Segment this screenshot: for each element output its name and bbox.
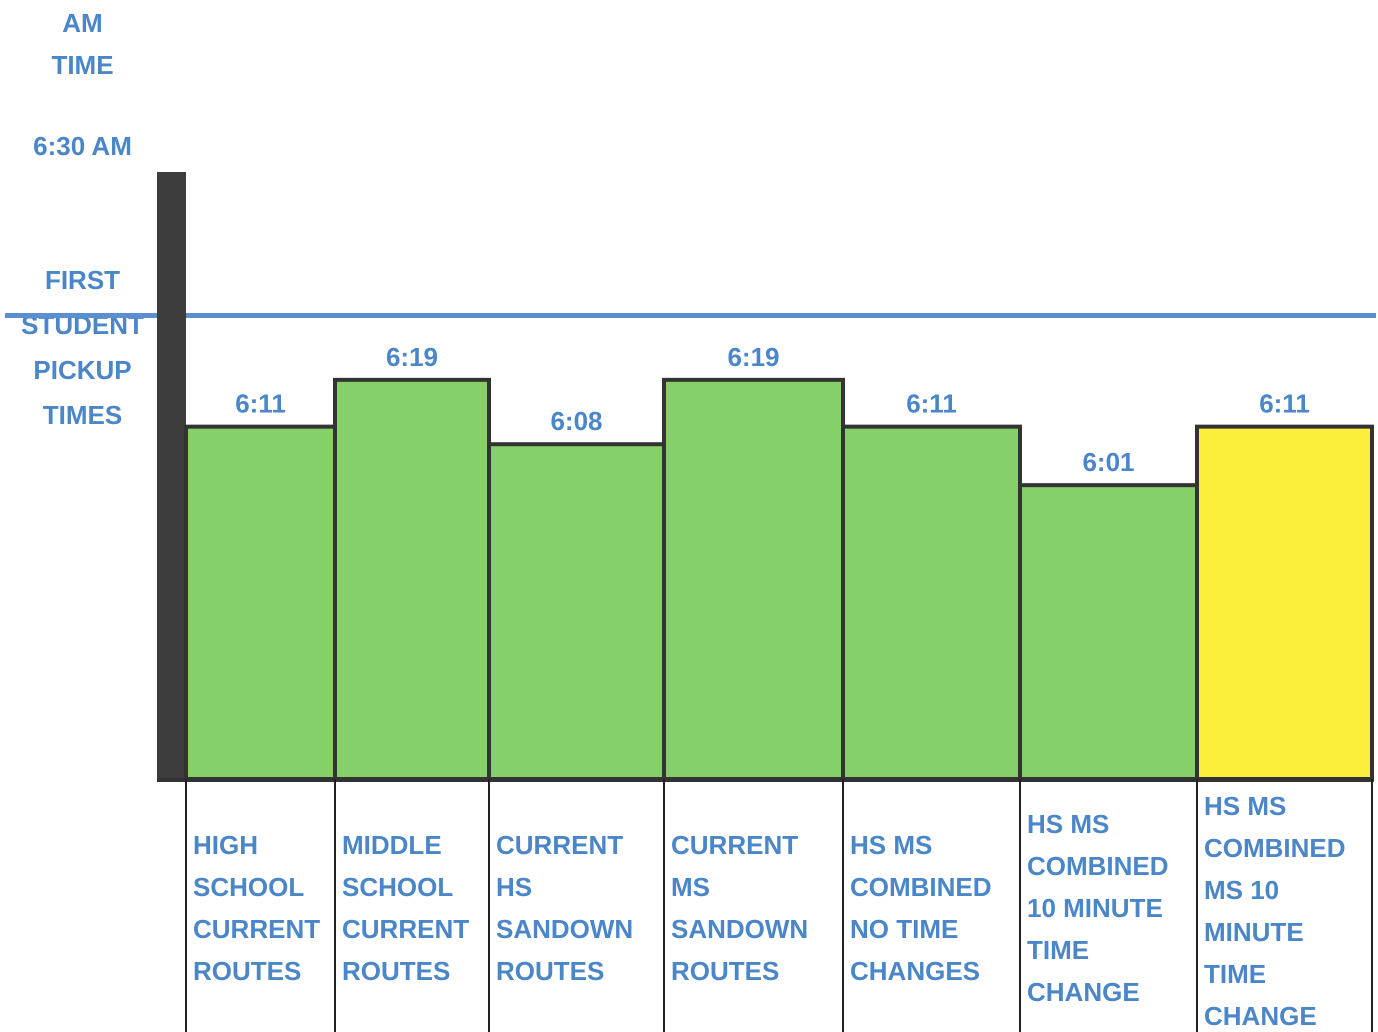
category-label-line: MINUTE xyxy=(1204,917,1304,947)
category-label: MIDDLE SCHOOL CURRENT ROUTES xyxy=(336,783,488,1032)
y-axis-line xyxy=(157,172,186,781)
category-label-line: CHANGES xyxy=(850,955,981,986)
category-label-line: ROUTES xyxy=(496,955,605,986)
bar-value-label: 6:19 xyxy=(727,342,779,372)
category-label-line: CURRENT xyxy=(342,913,470,944)
bar xyxy=(1195,424,1374,781)
category-label-line: ROUTES xyxy=(193,955,302,986)
category-label-line: CHANGE xyxy=(1204,1001,1317,1031)
category-label-line: SANDOWN xyxy=(671,913,809,944)
category-label-line: NO TIME xyxy=(850,913,959,944)
category-label-line: ROUTES xyxy=(671,955,780,986)
y-axis-label-line: FIRST xyxy=(44,265,121,295)
category-label: HS MS COMBINED 10 MINUTE TIME CHANGE xyxy=(1021,783,1196,1032)
bar-value-label: 6:11 xyxy=(1259,389,1310,419)
category-label-line: SANDOWN xyxy=(496,913,634,944)
category-label-line: TIME xyxy=(1027,934,1090,965)
category-label-line: HS MS xyxy=(1027,808,1110,839)
y-axis-label: FIRST STUDENT PICKUP TIMES xyxy=(0,258,165,438)
category-label-line: ROUTES xyxy=(342,955,451,986)
y-axis-label-line: PICKUP xyxy=(33,355,132,385)
category-label-line: COMBINED xyxy=(850,871,992,902)
category-label-line: 10 MINUTE xyxy=(1027,892,1163,923)
bar-value-label: 6:08 xyxy=(550,406,602,436)
category-label-line: MS xyxy=(671,871,710,902)
category-label-line: HIGH xyxy=(193,829,258,860)
category-label-line: MIDDLE xyxy=(342,829,442,860)
category-label-line: COMBINED xyxy=(1204,833,1346,863)
bar-value-label: 6:01 xyxy=(1082,447,1134,477)
y-axis-label-line: TIMES xyxy=(42,400,123,430)
category-label: HS MS COMBINED NO TIME CHANGES xyxy=(844,783,1019,1032)
bar xyxy=(487,442,666,781)
category-label-line: HS xyxy=(496,871,533,902)
reference-line-label: 6:30 AM xyxy=(33,131,132,161)
category-label-line: TIME xyxy=(1204,959,1267,989)
category-label-line: SCHOOL xyxy=(193,871,305,902)
y-axis-top-label-line: TIME xyxy=(51,50,114,80)
category-label-line: MS 10 xyxy=(1204,875,1280,905)
category-label-line: SCHOOL xyxy=(342,871,454,902)
category-label-line: CURRENT xyxy=(496,829,624,860)
bar xyxy=(841,424,1022,781)
category-label-line: HS MS xyxy=(1204,791,1287,821)
bar-value-label: 6:11 xyxy=(906,389,957,419)
category-label-line: CHANGE xyxy=(1027,976,1140,1007)
bar xyxy=(184,424,337,781)
bar xyxy=(662,377,845,781)
y-axis-top-label: AM TIME xyxy=(0,2,165,86)
bar xyxy=(333,377,491,781)
category-label: HS MS COMBINED MS 10 MINUTE TIME CHANGE xyxy=(1198,783,1371,1032)
category-label-line: CURRENT xyxy=(671,829,799,860)
y-axis-top-label-line: AM xyxy=(62,8,103,38)
category-label-line: COMBINED xyxy=(1027,850,1169,881)
bar-value-label: 6:19 xyxy=(386,342,438,372)
category-label: CURRENT MS SANDOWN ROUTES xyxy=(665,783,842,1032)
bar-value-label: 6:11 xyxy=(235,389,286,419)
category-label-line: CURRENT xyxy=(193,913,321,944)
bar xyxy=(1018,483,1199,781)
category-label: HIGH SCHOOL CURRENT ROUTES xyxy=(187,783,334,1032)
category-label: CURRENT HS SANDOWN ROUTES xyxy=(490,783,663,1032)
category-label-line: HS MS xyxy=(850,829,933,860)
